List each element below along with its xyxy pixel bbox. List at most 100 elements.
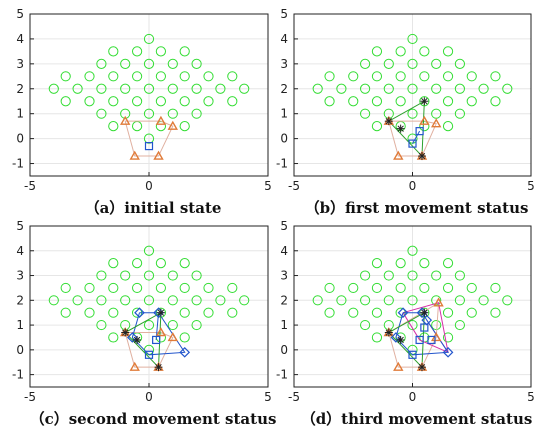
- field-point: [96, 58, 107, 69]
- field-point: [60, 307, 71, 318]
- field-point: [383, 83, 394, 94]
- triangle-marker: [167, 120, 179, 130]
- y-tick-label: 0: [16, 343, 24, 357]
- field-point: [419, 258, 430, 269]
- field-point: [431, 58, 442, 69]
- field-point: [454, 83, 465, 94]
- star-marker: [420, 308, 429, 317]
- star-stroke: [133, 336, 141, 344]
- field-point: [132, 282, 143, 294]
- field-point: [143, 319, 155, 331]
- field-point: [490, 307, 501, 318]
- field-point: [108, 307, 119, 318]
- y-tick-label: 5: [16, 7, 24, 21]
- formation-hull: [124, 332, 174, 368]
- field-point: [143, 108, 155, 119]
- star-marker: [396, 124, 405, 133]
- y-tick-label: 1: [280, 318, 288, 332]
- star-stroke: [157, 309, 165, 316]
- x-tick-label: -5: [24, 179, 36, 193]
- field-point: [96, 270, 107, 281]
- y-tick-label: 3: [280, 57, 288, 71]
- star-stroke: [397, 125, 404, 132]
- field-point: [371, 71, 383, 82]
- field-point: [419, 46, 430, 57]
- field-point: [336, 295, 347, 306]
- y-tick-label: 4: [280, 32, 288, 46]
- x-tick-label: -5: [288, 179, 300, 193]
- field-point: [395, 96, 406, 107]
- y-tick-label: -1: [276, 157, 288, 171]
- x-tick-label: 5: [264, 390, 272, 404]
- field-point: [431, 295, 442, 306]
- field-point: [96, 108, 107, 119]
- field-point: [431, 270, 442, 281]
- field-point: [167, 108, 178, 119]
- field-point: [442, 307, 454, 318]
- field-point: [466, 96, 477, 107]
- triangle-marker: [393, 150, 404, 160]
- y-tick-label: 2: [280, 293, 288, 307]
- field-point: [407, 270, 418, 281]
- field-point: [348, 96, 359, 107]
- star-marker: [384, 117, 393, 126]
- field-point: [143, 245, 155, 256]
- star-marker: [156, 308, 165, 317]
- field-point: [191, 295, 202, 306]
- field-point: [324, 307, 335, 318]
- field-point: [84, 307, 95, 318]
- field-point: [84, 282, 95, 294]
- diamond-marker: [421, 314, 433, 326]
- square-marker: [420, 323, 429, 332]
- field-point: [203, 71, 214, 82]
- field-point: [371, 258, 383, 269]
- triangle-marker: [167, 332, 179, 342]
- field-point: [395, 282, 406, 294]
- field-point: [227, 307, 238, 318]
- x-tick-label: 0: [145, 390, 153, 404]
- field-point: [143, 295, 155, 306]
- triangle-marker: [419, 115, 430, 125]
- field-point: [360, 270, 371, 281]
- field-point: [191, 83, 202, 94]
- field-point: [203, 96, 214, 107]
- triangle-marker: [430, 118, 442, 128]
- field-point: [407, 108, 418, 119]
- field-point: [167, 319, 178, 331]
- y-tick-label: -1: [276, 368, 288, 382]
- x-tick-label: 0: [145, 179, 153, 193]
- field-point: [407, 83, 418, 94]
- diamond-marker: [442, 346, 454, 358]
- field-point: [227, 71, 238, 82]
- field-point: [419, 282, 430, 294]
- field-point: [360, 108, 371, 119]
- field-point: [466, 71, 477, 82]
- square-marker: [408, 350, 417, 359]
- field-point: [360, 319, 371, 331]
- star-marker: [420, 97, 429, 106]
- field-point: [383, 270, 394, 281]
- field-point: [108, 332, 119, 343]
- y-tick-label: 3: [16, 57, 24, 71]
- y-tick-label: -1: [12, 368, 24, 382]
- y-tick-label: 1: [280, 107, 288, 121]
- panel-caption: （b）first movement status: [305, 199, 529, 217]
- diamond-marker: [134, 307, 145, 319]
- field-point: [143, 83, 155, 94]
- panel-d: -5 0 5 -1 0 1 2 3 4 5 （d）third movement status: [276, 219, 535, 428]
- y-tick-label: 0: [280, 132, 288, 146]
- field-point: [383, 295, 394, 306]
- field-point: [502, 295, 513, 306]
- triangle-marker: [129, 150, 140, 160]
- square-marker: [152, 335, 161, 345]
- panel-caption: （a）initial state: [85, 199, 222, 217]
- field-point: [108, 282, 119, 294]
- field-point: [143, 270, 155, 281]
- star-marker: [417, 152, 426, 161]
- y-tick-label: 2: [16, 82, 24, 96]
- field-point: [478, 295, 489, 306]
- y-tick-label: -1: [12, 157, 24, 171]
- y-tick-label: 3: [280, 269, 288, 283]
- y-tick-label: 5: [280, 7, 288, 21]
- field-point: [167, 83, 178, 94]
